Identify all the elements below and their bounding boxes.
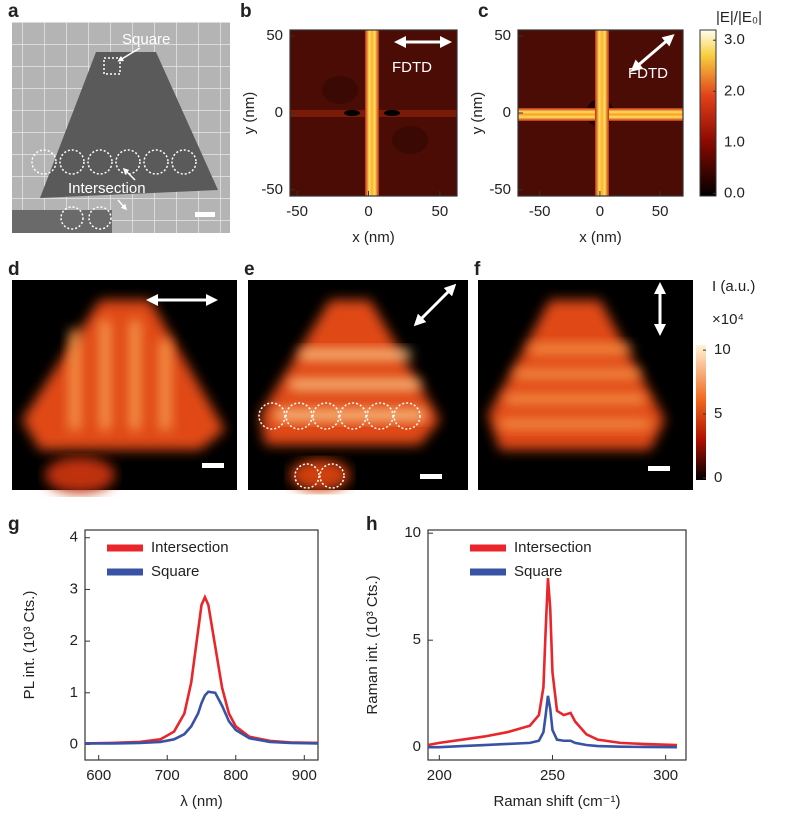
pl-map — [248, 280, 468, 491]
colorbar — [696, 345, 706, 480]
x-axis-label: x (nm) — [579, 229, 622, 246]
x-tick-label: 250 — [540, 767, 565, 784]
x-tick-label: 600 — [86, 767, 111, 784]
x-axis-label: λ (nm) — [180, 793, 223, 810]
annotation: Intersection — [68, 180, 146, 197]
y-tick-label: 2 — [70, 632, 78, 649]
legend-label: Intersection — [514, 539, 592, 556]
panel-label: c — [478, 1, 489, 22]
field-map — [290, 30, 457, 196]
panel-label: d — [8, 259, 20, 280]
y-tick-label: 1 — [70, 684, 78, 701]
annotation: FDTD — [392, 59, 432, 76]
x-tick-label: -50 — [286, 203, 308, 220]
y-axis-label: Raman int. (10³ Cts.) — [364, 575, 381, 714]
legend-label: Square — [514, 563, 562, 580]
x-tick-label: 50 — [652, 203, 669, 220]
micrograph — [12, 22, 230, 233]
series-line — [84, 593, 319, 745]
y-tick-label: 0 — [413, 738, 421, 755]
legend-label: Square — [151, 563, 199, 580]
pl-map — [478, 280, 693, 490]
panel-label: h — [366, 514, 378, 535]
annotation: Square — [122, 31, 170, 48]
series-line — [427, 578, 677, 747]
x-tick-label: 0 — [364, 203, 372, 220]
plot-frame — [84, 529, 319, 761]
y-tick-label: 10 — [404, 524, 421, 541]
x-tick-label: 900 — [292, 767, 317, 784]
panel-label: e — [244, 259, 255, 280]
y-tick-label: 5 — [413, 631, 421, 648]
panel-label: g — [8, 514, 20, 535]
x-axis-label: Raman shift (cm⁻¹) — [493, 793, 620, 810]
panel-label: f — [474, 259, 481, 280]
colorbar — [699, 29, 717, 197]
y-axis-label: y (nm) — [469, 92, 486, 135]
colorbar-tick-label: 0 — [714, 469, 722, 486]
y-tick-label: -50 — [261, 181, 283, 198]
panel-label: a — [8, 1, 19, 22]
series-line — [85, 690, 319, 745]
plot-frame — [427, 529, 687, 761]
y-axis-label: PL int. (10³ Cts.) — [21, 591, 38, 700]
colorbar-tick-label: 3.0 — [724, 31, 745, 48]
y-tick-label: 0 — [503, 104, 511, 121]
colorbar-tick-label: 5 — [714, 405, 722, 422]
x-tick-label: -50 — [529, 203, 551, 220]
colorbar-tick-label: 0.0 — [724, 184, 745, 201]
y-tick-label: 0 — [275, 104, 283, 121]
annotation: FDTD — [628, 65, 668, 82]
x-tick-label: 0 — [596, 203, 604, 220]
y-axis-label: y (nm) — [241, 92, 258, 135]
y-tick-label: 50 — [494, 27, 511, 44]
legend-label: Intersection — [151, 539, 229, 556]
colorbar-tick-label: 1.0 — [724, 133, 745, 150]
y-tick-label: 0 — [70, 735, 78, 752]
colorbar-multiplier: ×10⁴ — [712, 311, 744, 328]
colorbar-tick-label: 2.0 — [724, 82, 745, 99]
x-axis-label: x (nm) — [352, 229, 395, 246]
field-map — [518, 30, 683, 196]
y-tick-label: 50 — [266, 27, 283, 44]
x-tick-label: 300 — [653, 767, 678, 784]
x-tick-label: 50 — [432, 203, 449, 220]
pl-map — [12, 280, 237, 493]
x-tick-label: 700 — [155, 767, 180, 784]
colorbar-tick-label: 10 — [714, 341, 731, 358]
y-tick-label: 3 — [70, 580, 78, 597]
x-tick-label: 800 — [223, 767, 248, 784]
series-line — [428, 695, 677, 749]
colorbar-label: |E|/|E₀| — [716, 9, 762, 26]
x-tick-label: 200 — [427, 767, 452, 784]
y-tick-label: -50 — [489, 181, 511, 198]
y-tick-label: 4 — [70, 529, 78, 546]
panel-label: b — [240, 1, 252, 22]
colorbar-label: I (a.u.) — [712, 278, 755, 295]
